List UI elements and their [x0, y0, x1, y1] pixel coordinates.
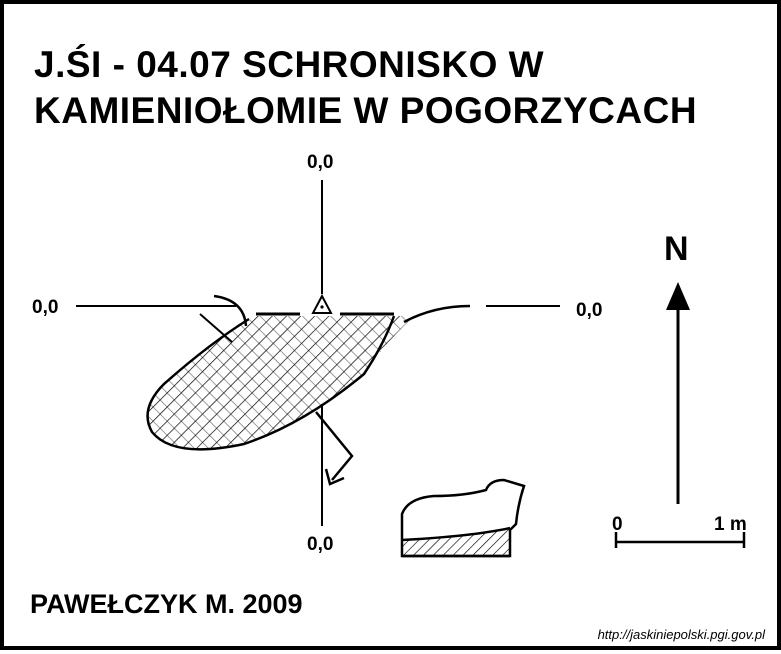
- entrance-dripline: [213, 294, 248, 327]
- cave-plan-drawing: [76, 180, 746, 558]
- source-url[interactable]: http://jaskiniepolski.pgi.gov.pl: [597, 627, 765, 642]
- scale-bar: [614, 532, 746, 548]
- side-chamber: [400, 478, 526, 558]
- scale-end-label: 1 m: [714, 514, 747, 535]
- side-chamber-floor: [402, 528, 510, 556]
- section-label-right: 0,0: [576, 300, 603, 321]
- scale-start-label: 0: [612, 514, 623, 535]
- title-line-1: J.ŚI - 04.07 SCHRONISKO W: [34, 44, 545, 85]
- main-chamber-wall: [146, 315, 396, 451]
- slope-line: [403, 304, 471, 324]
- main-chamber: [146, 293, 471, 486]
- side-chamber-outline: [400, 478, 526, 558]
- section-lines: [76, 180, 560, 526]
- fixed-point-triangle: [311, 293, 333, 314]
- entry-line: [199, 313, 233, 343]
- section-label-bottom: 0,0: [307, 534, 334, 555]
- author-credit: PAWEŁCZYK M. 2009: [30, 589, 303, 619]
- north-arrow-head: [666, 282, 690, 310]
- section-label-top: 0,0: [307, 152, 334, 173]
- title-line-2: KAMIENIOŁOMIE W POGORZYCACH: [34, 90, 698, 131]
- map-title: J.ŚI - 04.07 SCHRONISKO W KAMIENIOŁOMIE …: [34, 42, 697, 134]
- descent-arrow: [315, 411, 354, 481]
- north-arrow: [666, 282, 690, 504]
- section-label-left: 0,0: [32, 297, 59, 318]
- north-label: N: [664, 230, 689, 268]
